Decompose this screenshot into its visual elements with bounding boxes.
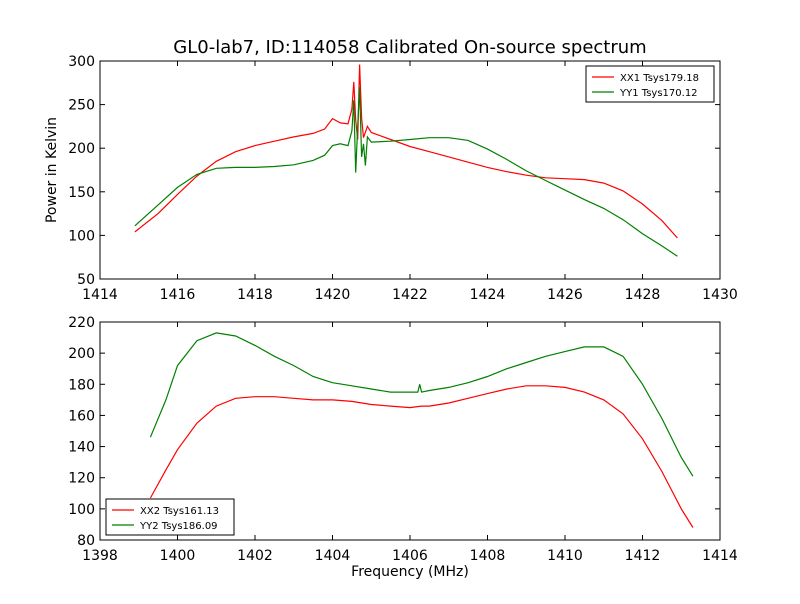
x-tick-label: 1428 bbox=[625, 287, 661, 303]
x-tick-label: 1412 bbox=[625, 548, 661, 564]
x-tick-label: 1418 bbox=[237, 287, 273, 303]
y-tick-label: 120 bbox=[68, 471, 95, 487]
series-line-1 bbox=[149, 385, 694, 528]
x-tick-label: 1400 bbox=[160, 548, 196, 564]
y-tick-label: 160 bbox=[68, 408, 95, 424]
legend-label: YY2 Tsys186.09 bbox=[139, 521, 218, 532]
y-tick-label: 180 bbox=[68, 377, 95, 393]
legend-label: YY1 Tsys170.12 bbox=[619, 88, 698, 99]
x-tick-label: 1426 bbox=[547, 287, 583, 303]
bottom-panel: 1398 1400 1402 1404 1406 1408 1410 1412 1414 80 10… bbox=[68, 315, 738, 580]
series-line-1 bbox=[134, 64, 678, 239]
top-panel: 1414 1416 1418 1420 1422 1424 1426 1428 1430 50 10… bbox=[44, 54, 738, 303]
legend-label: XX2 Tsys161.13 bbox=[140, 506, 219, 517]
chart-title: GL0-lab7, ID:114058 Calibrated On-source… bbox=[173, 37, 646, 58]
y-tick-label: 220 bbox=[68, 315, 95, 331]
x-tick-label: 1406 bbox=[392, 548, 428, 564]
x-tick-label: 1414 bbox=[702, 548, 738, 564]
x-tick-label: 1416 bbox=[160, 287, 196, 303]
legend-box bbox=[585, 65, 715, 103]
legend: XX1 Tsys179.18 YY1 Tsys170.12 bbox=[585, 65, 715, 103]
y-tick-label: 140 bbox=[68, 440, 95, 456]
x-tick-label: 1430 bbox=[702, 287, 738, 303]
x-tick-label: 1422 bbox=[392, 287, 428, 303]
y-axis-label: Power in Kelvin bbox=[44, 117, 60, 223]
y-tick-label: 80 bbox=[77, 533, 95, 549]
x-axis-label: Frequency (MHz) bbox=[351, 564, 469, 580]
y-tick-label: 250 bbox=[68, 98, 95, 114]
x-tick-label: 1398 bbox=[82, 548, 118, 564]
y-tick-label: 300 bbox=[68, 54, 95, 70]
x-tick-label: 1404 bbox=[315, 548, 351, 564]
y-tick-label: 200 bbox=[68, 346, 95, 362]
x-tick-label: 1420 bbox=[315, 287, 351, 303]
x-tick-label: 1414 bbox=[82, 287, 118, 303]
y-tick-label: 50 bbox=[77, 272, 95, 288]
x-tick-label: 1402 bbox=[237, 548, 273, 564]
series-line-2 bbox=[149, 332, 694, 477]
y-tick-label: 100 bbox=[68, 228, 95, 244]
y-tick-label: 150 bbox=[68, 185, 95, 201]
legend: XX2 Tsys161.13 YY2 Tsys186.09 bbox=[105, 498, 235, 536]
x-tick-label: 1408 bbox=[470, 548, 506, 564]
series-line-2 bbox=[134, 87, 678, 257]
y-tick-label: 200 bbox=[68, 141, 95, 157]
legend-label: XX1 Tsys179.18 bbox=[620, 73, 699, 84]
x-tick-label: 1410 bbox=[547, 548, 583, 564]
y-tick-label: 100 bbox=[68, 502, 95, 518]
legend-box bbox=[105, 498, 235, 536]
x-tick-label: 1424 bbox=[470, 287, 506, 303]
